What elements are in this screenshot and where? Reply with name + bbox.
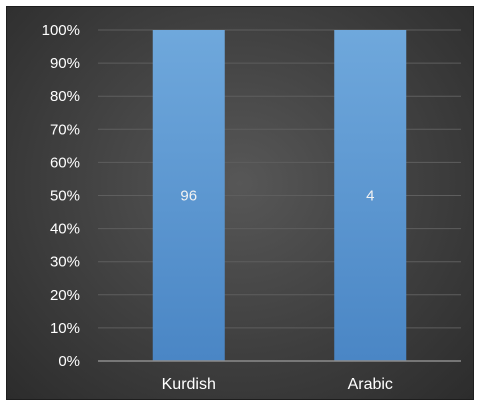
gridlines (98, 29, 461, 329)
x-category-label: Arabic (348, 376, 393, 393)
y-tick-label: 80% (50, 88, 80, 105)
y-tick-label: 100% (42, 22, 80, 39)
data-label: 96 (180, 188, 197, 205)
data-label: 4 (366, 188, 374, 205)
y-tick-label: 10% (50, 320, 80, 337)
y-tick-label: 0% (58, 353, 80, 370)
y-tick-label: 30% (50, 254, 80, 271)
bar-arabic (334, 30, 407, 361)
y-tick-label: 20% (50, 287, 80, 304)
y-tick-label: 50% (50, 188, 80, 205)
bar-kurdish (152, 30, 225, 361)
y-tick-label: 60% (50, 154, 80, 171)
y-tick-label: 40% (50, 221, 80, 238)
x-category-label: Kurdish (162, 376, 216, 393)
y-tick-label: 90% (50, 55, 80, 72)
bars (152, 30, 407, 361)
x-axis-labels: Kurdish Arabic (162, 376, 393, 393)
y-tick-label: 70% (50, 121, 80, 138)
y-axis-ticks: 0% 10% 20% 30% 40% 50% 60% 70% 80% 90% 100% (42, 22, 80, 370)
data-labels: 96 4 (180, 188, 374, 205)
